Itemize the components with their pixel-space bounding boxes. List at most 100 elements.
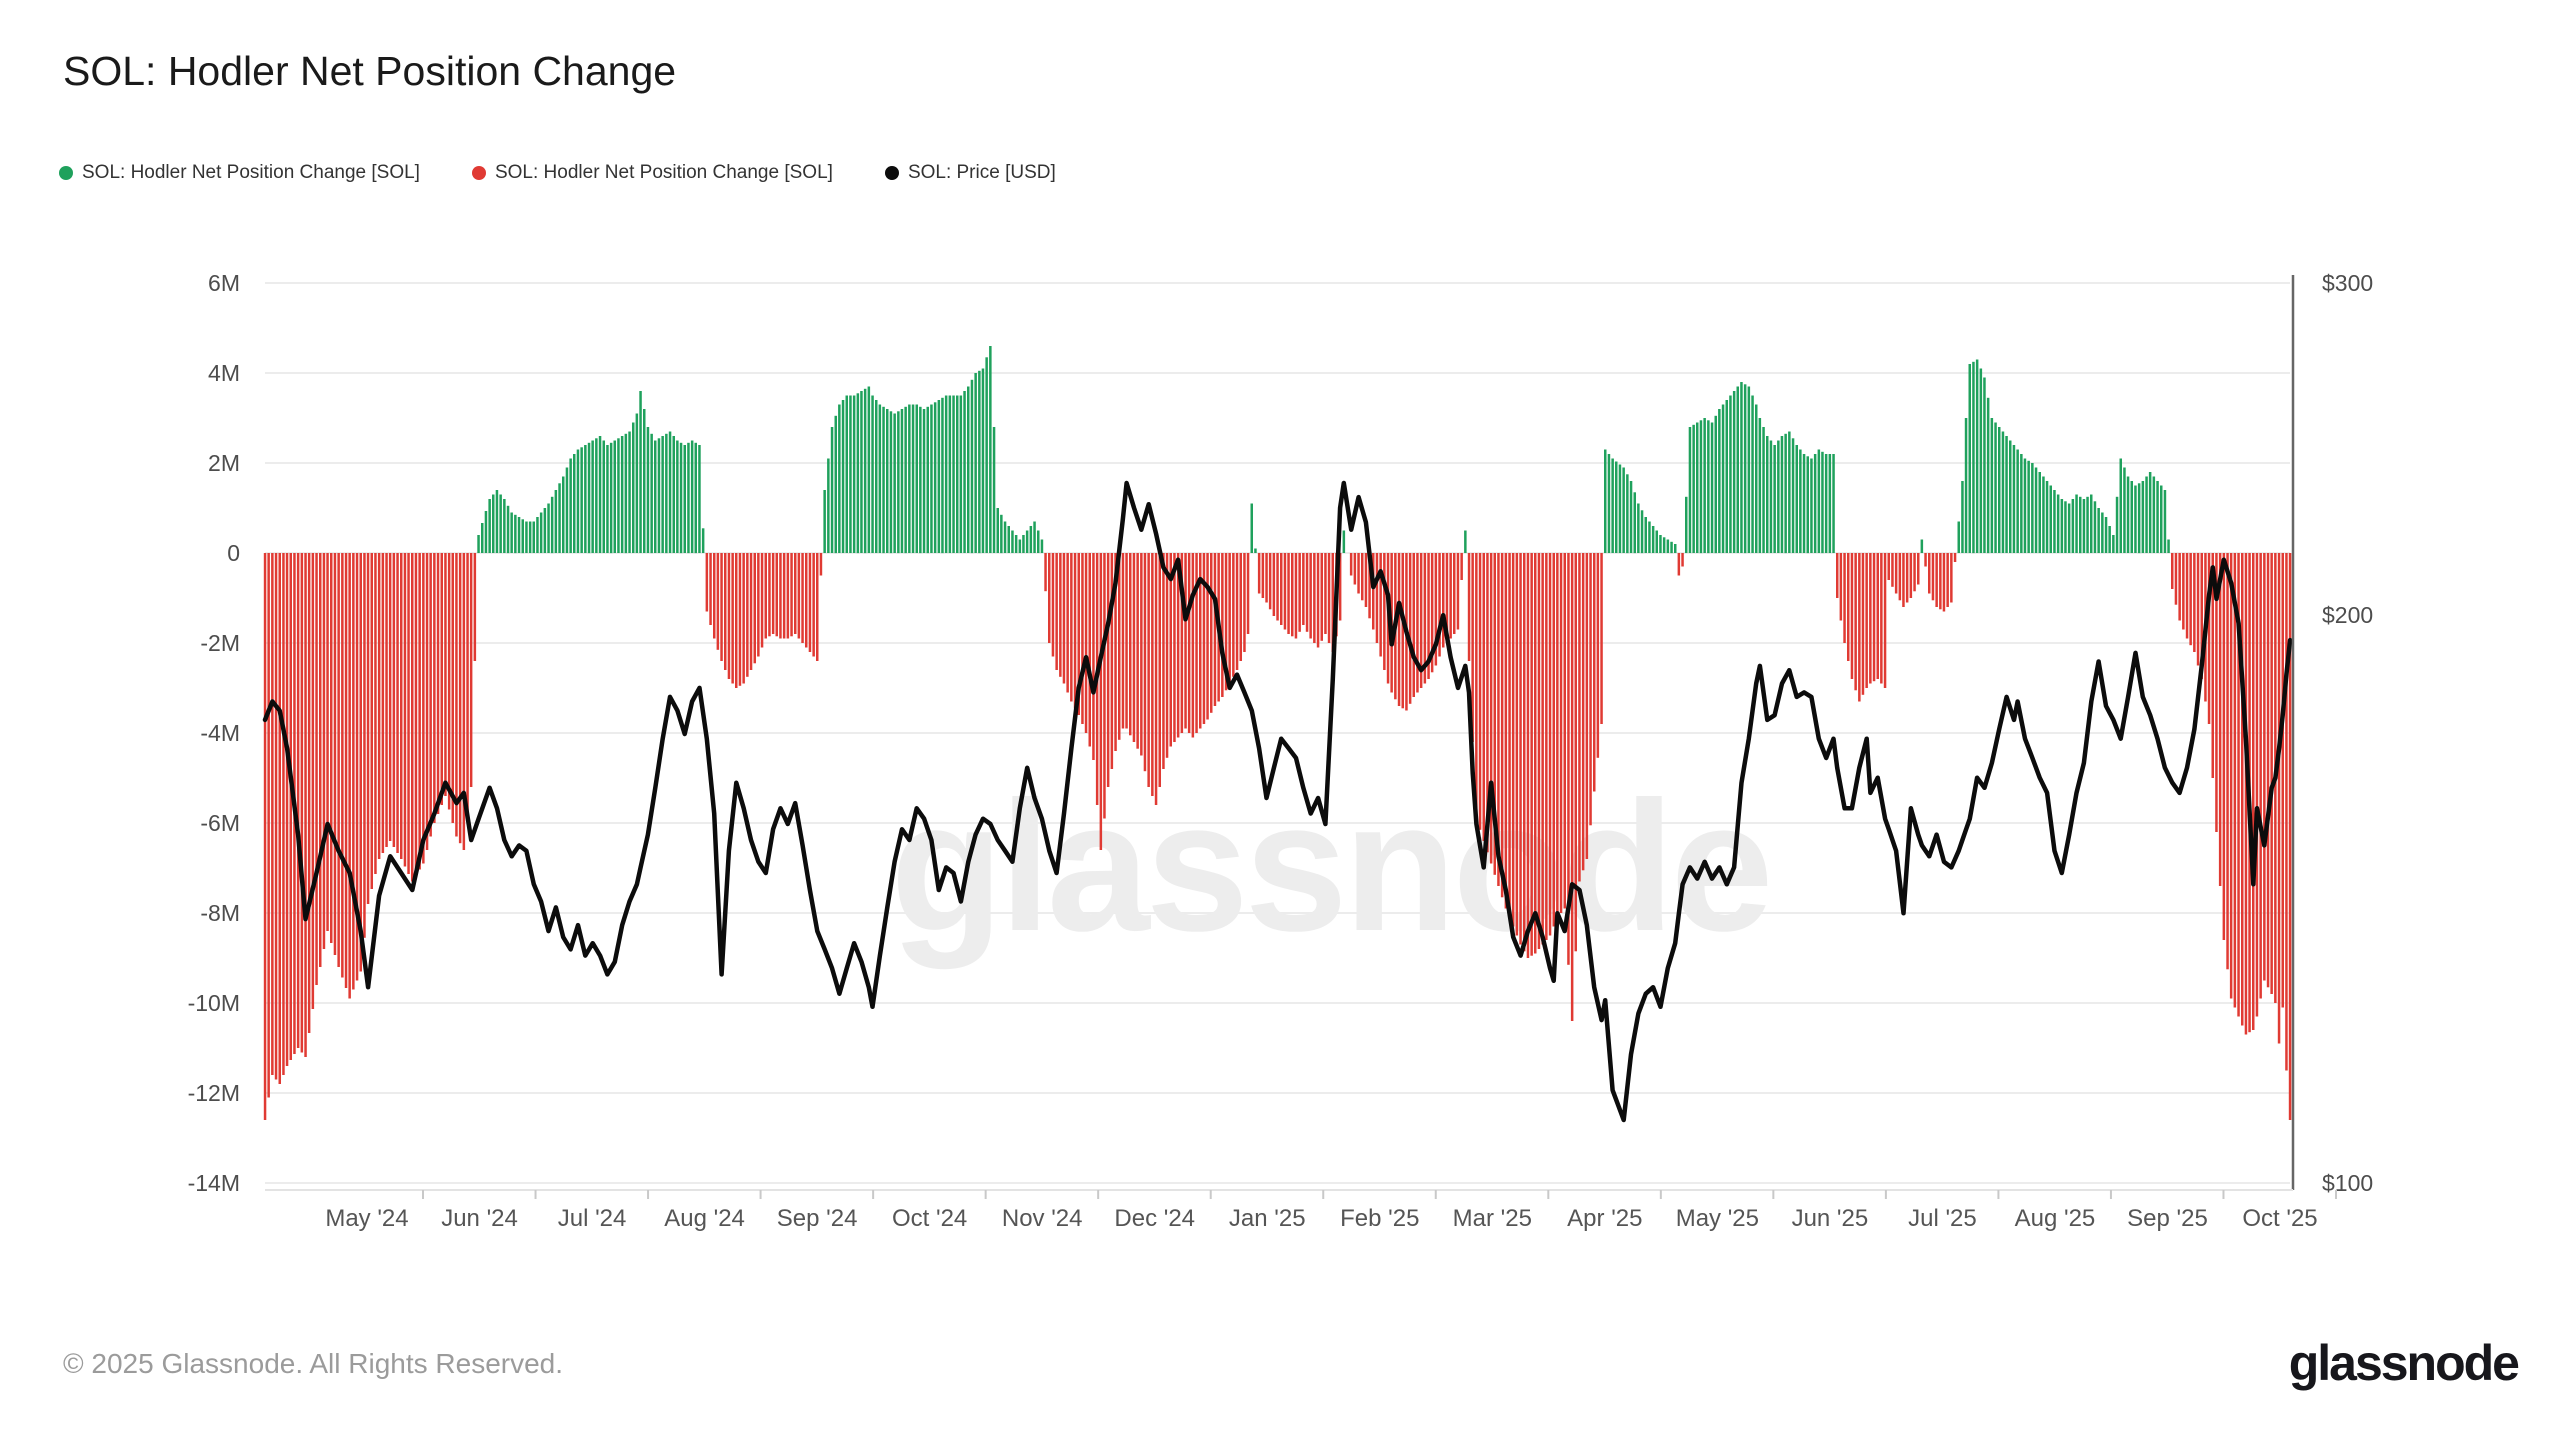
net-position-bar: [1677, 553, 1681, 576]
net-position-bar: [705, 553, 709, 612]
net-position-bar: [1574, 553, 1577, 952]
net-position-bar: [1169, 553, 1172, 747]
net-position-bar: [944, 395, 948, 553]
net-position-bar: [808, 553, 812, 652]
x-axis-tick-label: Jul '25: [1908, 1205, 1977, 1232]
net-position-bar: [941, 397, 944, 554]
net-position-bar: [1935, 553, 1938, 607]
net-position-bar: [484, 511, 488, 553]
net-position-bar: [1887, 553, 1890, 580]
net-position-bar: [1184, 553, 1187, 729]
net-position-bar: [2193, 553, 2196, 652]
net-position-bar: [447, 553, 451, 810]
net-position-bar: [937, 400, 941, 553]
net-position-bar: [1865, 553, 1868, 688]
net-position-bar: [867, 386, 871, 553]
y-axis-left-tick-label: -10M: [188, 990, 240, 1016]
net-position-bar: [1151, 553, 1154, 796]
net-position-bar: [481, 523, 484, 553]
net-position-bar: [374, 553, 377, 874]
legend-item-hodler-negative[interactable]: SOL: Hodler Net Position Change [SOL]: [471, 162, 833, 184]
net-position-bar: [1651, 526, 1655, 553]
red-dot-icon: [471, 166, 486, 180]
net-position-bar: [1372, 553, 1375, 630]
net-position-bar: [1099, 553, 1103, 850]
net-position-bar: [849, 395, 852, 553]
net-position-bar: [1648, 521, 1651, 553]
net-position-bar: [819, 553, 823, 576]
net-position-bar: [422, 553, 425, 864]
net-position-bar: [1773, 445, 1776, 553]
net-position-bar: [1224, 553, 1228, 691]
net-position-bar: [1832, 454, 1835, 553]
net-position-bar: [1909, 553, 1913, 598]
net-position-bar: [841, 400, 845, 553]
net-position-bar: [1103, 553, 1106, 819]
net-position-bar: [1044, 553, 1047, 592]
net-position-bar: [1154, 553, 1158, 805]
glassnode-logo[interactable]: glassnode: [2288, 1335, 2520, 1391]
net-position-bar: [797, 553, 801, 639]
net-position-bar: [396, 553, 399, 853]
x-axis-tick-label: Aug '24: [664, 1205, 745, 1232]
net-position-bar: [2237, 553, 2240, 1017]
net-position-bar: [1872, 553, 1876, 682]
net-position-bar: [2005, 436, 2008, 553]
net-position-bar: [536, 517, 539, 553]
net-position-bar: [2156, 481, 2159, 553]
net-position-bar: [786, 553, 790, 639]
net-position-bar: [473, 553, 477, 661]
net-position-bar: [1165, 553, 1169, 758]
net-position-bar: [1780, 436, 1784, 553]
net-position-bar: [1530, 553, 1533, 956]
net-position-bar: [1552, 553, 1555, 927]
net-position-bar: [495, 490, 499, 553]
net-position-bar: [2020, 454, 2023, 553]
x-axis-tick-label: Oct '24: [892, 1205, 967, 1232]
x-axis-tick-label: Feb '25: [1340, 1205, 1419, 1232]
net-position-bar: [1607, 454, 1611, 553]
net-position-bar: [643, 409, 646, 553]
legend-item-hodler-positive[interactable]: SOL: Hodler Net Position Change [SOL]: [59, 162, 420, 184]
net-position-bar: [1257, 553, 1261, 594]
net-position-bar: [1191, 553, 1195, 738]
net-position-bar: [930, 404, 933, 553]
net-position-bar: [676, 440, 679, 553]
net-position-bar: [768, 553, 771, 637]
net-position-bar: [933, 402, 937, 553]
x-axis-tick-label: Dec '24: [1114, 1205, 1195, 1232]
net-position-bar: [2108, 526, 2111, 553]
net-position-bar: [1861, 553, 1865, 695]
net-position-bar: [1942, 553, 1946, 612]
net-position-bar: [1467, 553, 1471, 661]
net-position-bar: [683, 445, 686, 553]
net-position-bar: [1213, 553, 1217, 706]
net-position-bar: [609, 442, 613, 554]
x-axis-tick-label: Sep '24: [777, 1205, 858, 1232]
net-position-bar: [1493, 553, 1496, 875]
net-position-bar: [492, 494, 495, 553]
net-position-bar: [267, 553, 270, 1098]
net-position-bar: [469, 553, 473, 787]
net-position-bar: [2259, 553, 2262, 999]
x-axis-tick-label: May '25: [1676, 1205, 1759, 1232]
net-position-bar: [1931, 553, 1935, 601]
net-position-bar: [1206, 553, 1209, 720]
net-position-bar: [355, 553, 359, 981]
net-position-bar: [1246, 553, 1250, 634]
net-position-bar: [1408, 553, 1412, 704]
net-position-bar: [1327, 553, 1331, 643]
net-position-bar: [1902, 553, 1905, 607]
net-position-bar: [1732, 391, 1736, 553]
net-position-bar: [1210, 553, 1213, 713]
legend-item-price[interactable]: SOL: Price [USD]: [884, 162, 1056, 184]
net-position-bar: [1570, 553, 1574, 1021]
net-position-bar: [1891, 553, 1894, 587]
net-position-bar: [1232, 553, 1235, 677]
net-position-bar: [499, 494, 502, 553]
y-axis-left-tick-label: -4M: [200, 720, 240, 746]
net-position-bar: [838, 404, 841, 553]
net-position-bar: [845, 395, 848, 553]
net-position-bar: [381, 553, 385, 853]
